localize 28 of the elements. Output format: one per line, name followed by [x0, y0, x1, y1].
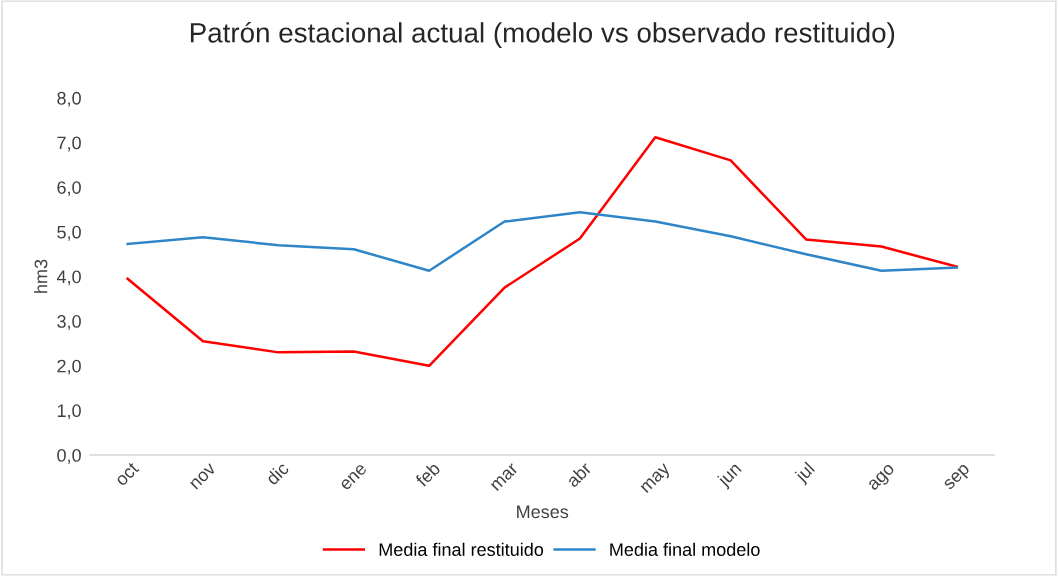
y-tick-label: 2,0: [57, 359, 81, 375]
line-series: [126, 210, 959, 272]
x-tick-label: oct: [114, 461, 140, 487]
y-tick-label: 1,0: [57, 404, 81, 420]
x-tick-label: dic: [264, 460, 290, 486]
legend-label: Media final restituido: [379, 542, 544, 556]
y-axis-title: hm3: [34, 259, 48, 293]
chart-title: Patrón estacional actual (modelo vs observado restituido): [190, 21, 895, 49]
x-tick-label: jul: [793, 461, 818, 486]
x-tick-label: jun: [715, 461, 745, 490]
x-tick-label: sep: [943, 463, 973, 493]
x-tick-label: mar: [490, 463, 519, 492]
x-tick-label: ene: [340, 463, 368, 491]
x-tick-label: ago: [867, 463, 898, 494]
y-tick-label: 7,0: [57, 136, 81, 152]
y-tick-label: 6,0: [57, 181, 81, 197]
x-tick-label: abr: [565, 460, 593, 488]
x-tick-label: may: [640, 463, 674, 496]
y-tick-label: 8,0: [57, 91, 81, 107]
x-tick-label: nov: [189, 463, 217, 490]
y-tick-label: 3,0: [57, 315, 81, 330]
legend-label: Media final modelo: [610, 542, 760, 556]
y-tick-label: 4,0: [56, 270, 81, 286]
line-series: [126, 135, 959, 368]
x-tick-label: feb: [414, 461, 441, 488]
y-tick-label: 0,0: [57, 448, 81, 464]
y-tick-label: 5,0: [57, 225, 81, 241]
x-axis-title: Meses: [517, 505, 569, 519]
